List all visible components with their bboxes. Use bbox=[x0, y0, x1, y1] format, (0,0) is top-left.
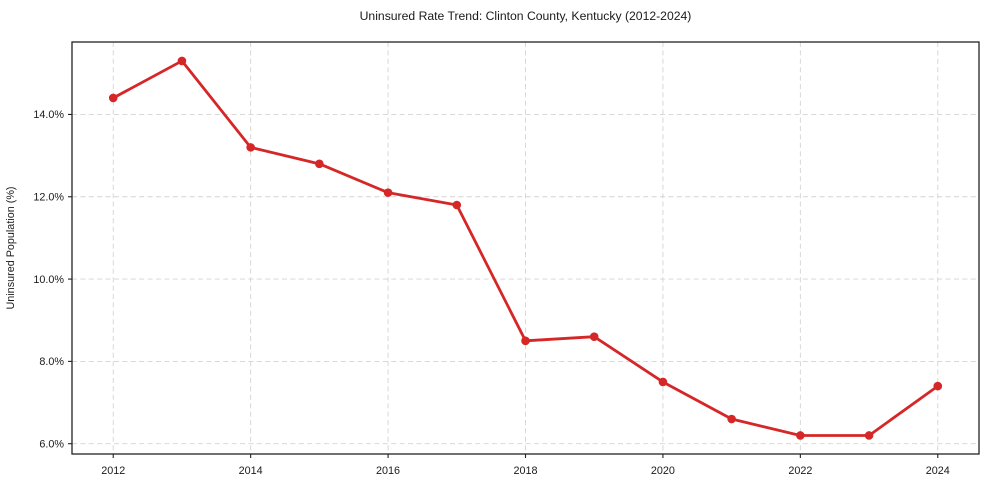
x-tick-label: 2020 bbox=[651, 465, 675, 477]
data-point bbox=[933, 381, 943, 391]
x-tick-label: 2018 bbox=[513, 465, 537, 477]
x-tick-label: 2014 bbox=[239, 465, 263, 477]
data-point bbox=[452, 200, 462, 210]
y-tick-label: 14.0% bbox=[33, 109, 64, 121]
data-point bbox=[383, 188, 393, 197]
x-tick-label: 2012 bbox=[101, 465, 125, 477]
y-axis-label: Uninsured Population (%) bbox=[5, 186, 17, 309]
data-point bbox=[521, 336, 530, 346]
chart-title: Uninsured Rate Trend: Clinton County, Ke… bbox=[360, 9, 692, 23]
data-point bbox=[589, 332, 599, 341]
data-point bbox=[177, 56, 187, 66]
data-point bbox=[315, 159, 324, 169]
y-tick-label: 10.0% bbox=[33, 274, 64, 286]
y-tick-label: 8.0% bbox=[39, 356, 64, 368]
data-point bbox=[796, 431, 805, 440]
data-point bbox=[658, 377, 668, 387]
x-tick-label: 2022 bbox=[788, 465, 812, 477]
y-tick-label: 12.0% bbox=[33, 191, 64, 203]
data-point bbox=[108, 93, 118, 103]
y-tick-label: 6.0% bbox=[39, 438, 64, 450]
data-point bbox=[727, 414, 736, 424]
data-point bbox=[246, 143, 255, 152]
x-tick-label: 2024 bbox=[926, 465, 950, 477]
x-tick-label: 2016 bbox=[376, 465, 400, 477]
data-point bbox=[864, 431, 874, 440]
